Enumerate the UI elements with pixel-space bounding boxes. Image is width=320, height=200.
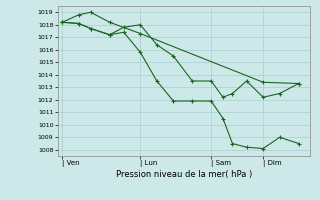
X-axis label: Pression niveau de la mer( hPa ): Pression niveau de la mer( hPa ) [116,170,252,179]
